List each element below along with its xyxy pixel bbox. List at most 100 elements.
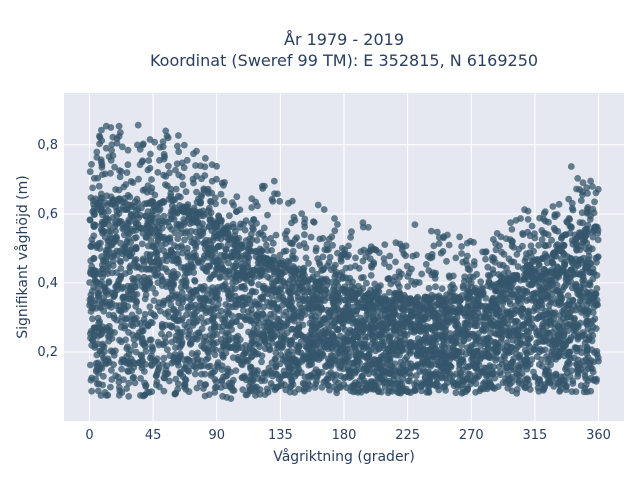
data-point bbox=[472, 304, 480, 312]
data-point bbox=[209, 318, 217, 326]
data-point bbox=[233, 193, 241, 201]
data-point bbox=[351, 344, 359, 352]
data-point bbox=[165, 162, 172, 170]
data-point bbox=[534, 384, 542, 392]
data-point bbox=[108, 366, 115, 374]
data-point bbox=[190, 239, 198, 247]
data-point bbox=[101, 389, 109, 396]
data-point bbox=[413, 251, 420, 259]
data-point bbox=[225, 295, 233, 303]
data-point bbox=[173, 294, 181, 302]
data-point bbox=[168, 323, 176, 331]
data-point bbox=[328, 295, 336, 303]
data-point bbox=[549, 345, 557, 353]
data-point bbox=[319, 352, 327, 359]
data-point bbox=[554, 227, 562, 235]
data-point bbox=[563, 273, 571, 280]
data-point bbox=[492, 356, 499, 364]
data-point bbox=[385, 335, 393, 343]
data-point bbox=[526, 249, 534, 256]
data-point bbox=[522, 331, 530, 339]
data-point bbox=[509, 237, 516, 245]
data-point bbox=[266, 302, 273, 310]
data-point bbox=[193, 147, 200, 155]
data-point bbox=[96, 245, 104, 252]
data-point bbox=[89, 184, 96, 192]
data-point bbox=[431, 345, 439, 353]
data-point bbox=[361, 380, 368, 387]
data-point bbox=[181, 236, 188, 244]
data-point bbox=[100, 220, 108, 228]
data-point bbox=[443, 257, 450, 265]
data-point bbox=[248, 270, 256, 278]
data-point bbox=[293, 289, 301, 297]
data-point bbox=[222, 301, 230, 308]
data-point bbox=[352, 387, 359, 395]
data-point bbox=[302, 254, 310, 262]
data-point bbox=[253, 237, 261, 244]
data-point bbox=[264, 211, 271, 219]
data-point bbox=[107, 383, 114, 391]
data-point bbox=[570, 322, 577, 330]
data-point bbox=[274, 190, 281, 198]
data-point bbox=[152, 232, 160, 240]
data-point bbox=[560, 283, 568, 291]
data-point bbox=[573, 185, 580, 193]
data-point bbox=[457, 359, 465, 366]
data-point bbox=[222, 337, 230, 345]
data-point bbox=[117, 129, 124, 136]
data-point bbox=[318, 368, 326, 376]
data-point bbox=[267, 380, 275, 387]
data-point bbox=[105, 263, 112, 271]
data-point bbox=[277, 335, 285, 343]
data-point bbox=[107, 241, 115, 249]
data-point bbox=[222, 246, 230, 253]
data-point bbox=[318, 383, 326, 391]
data-point bbox=[387, 362, 395, 370]
data-point bbox=[494, 383, 502, 390]
data-point bbox=[275, 307, 283, 314]
data-point bbox=[586, 281, 594, 289]
data-point bbox=[576, 271, 584, 278]
data-point bbox=[262, 339, 269, 347]
data-point bbox=[232, 346, 240, 354]
data-point bbox=[127, 355, 135, 363]
data-point bbox=[568, 388, 576, 395]
data-point bbox=[326, 386, 333, 394]
data-point bbox=[295, 343, 303, 350]
data-point bbox=[120, 301, 127, 309]
data-point bbox=[374, 314, 382, 321]
data-point bbox=[377, 353, 385, 361]
data-point bbox=[102, 298, 109, 305]
data-point bbox=[404, 377, 412, 385]
data-point bbox=[464, 303, 471, 311]
data-point bbox=[385, 263, 393, 271]
data-point bbox=[336, 346, 344, 354]
data-point bbox=[396, 338, 404, 345]
data-point bbox=[568, 199, 576, 207]
data-point bbox=[127, 178, 135, 185]
data-point bbox=[105, 311, 113, 319]
data-point bbox=[593, 285, 601, 292]
data-point bbox=[337, 258, 345, 265]
data-point bbox=[177, 284, 185, 291]
data-point bbox=[489, 256, 496, 264]
data-point bbox=[271, 355, 279, 363]
data-point bbox=[403, 262, 411, 270]
data-point bbox=[315, 259, 323, 267]
data-point bbox=[294, 369, 301, 377]
data-point bbox=[213, 383, 221, 391]
data-point bbox=[477, 278, 485, 286]
data-point bbox=[329, 241, 336, 249]
data-point bbox=[501, 366, 509, 374]
data-point bbox=[519, 322, 526, 330]
data-point bbox=[117, 265, 125, 272]
data-point bbox=[88, 374, 96, 382]
data-point bbox=[152, 272, 160, 280]
data-point bbox=[217, 307, 225, 315]
data-point bbox=[112, 372, 120, 379]
data-point bbox=[146, 303, 154, 311]
data-point bbox=[145, 274, 153, 282]
data-point bbox=[252, 288, 260, 296]
data-point bbox=[94, 359, 102, 367]
